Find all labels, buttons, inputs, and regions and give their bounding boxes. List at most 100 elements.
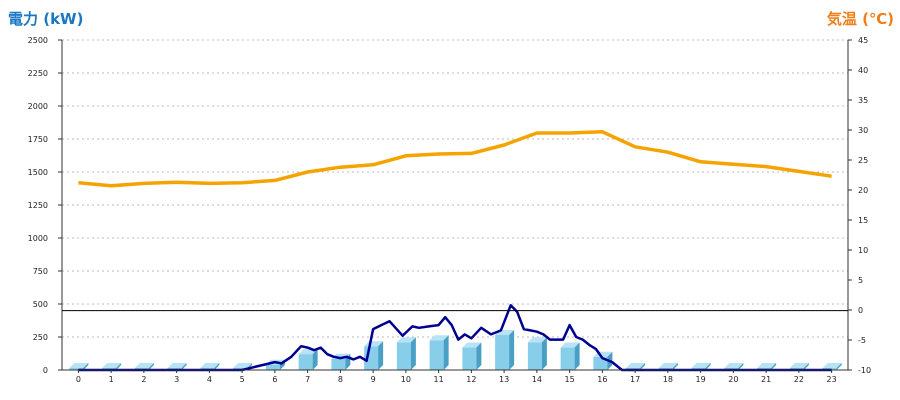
bar-top (691, 363, 711, 369)
bar-side (803, 363, 809, 370)
right-tick-label: 0 (858, 306, 863, 315)
x-tick-label: 6 (272, 375, 277, 384)
power-line (78, 304, 832, 372)
right-tick-label: 25 (858, 156, 868, 165)
left-tick-label: 0 (43, 366, 48, 375)
bar-side (640, 363, 646, 370)
x-tick-label: 8 (338, 375, 343, 384)
x-tick-label: 1 (109, 375, 114, 384)
bars-layer (69, 330, 842, 370)
bar-top (429, 335, 449, 341)
x-tick-label: 2 (141, 375, 146, 384)
bar-side (541, 337, 547, 370)
bar-front (429, 340, 444, 370)
bar (429, 335, 449, 370)
bar-front (495, 335, 510, 370)
bar-front (69, 368, 84, 370)
bar-top (167, 363, 187, 369)
right-tick-label: 15 (858, 216, 868, 225)
x-tick-label: 10 (401, 375, 411, 384)
bar (495, 330, 515, 370)
right-tick-label: -10 (858, 366, 871, 375)
bar-top (822, 363, 842, 369)
left-tick-label: 1000 (28, 234, 48, 243)
bar-front (396, 342, 411, 370)
bar-top (69, 363, 89, 369)
x-tick-label: 17 (630, 375, 640, 384)
x-tick-label: 16 (597, 375, 607, 384)
bar-side (738, 363, 744, 370)
bar-top (462, 342, 482, 348)
left-axis-title: 電力 (kW) (8, 10, 83, 28)
x-tick-label: 12 (466, 375, 476, 384)
bar-front (331, 358, 346, 370)
bar (527, 337, 547, 370)
bar-side (509, 330, 515, 370)
left-tick-label: 750 (33, 267, 48, 276)
right-tick-label: 40 (858, 66, 868, 75)
bar-top (396, 337, 416, 343)
x-tick-label: 20 (728, 375, 738, 384)
bar (560, 342, 580, 370)
x-tick-label: 13 (499, 375, 509, 384)
bar (298, 349, 318, 370)
x-tick-label: 21 (761, 375, 771, 384)
axes-layer: 02505007501000125015001750200022502500-1… (28, 36, 871, 384)
bar-top (658, 363, 678, 369)
bar-top (200, 363, 220, 369)
x-tick-label: 14 (532, 375, 542, 384)
bar-front (527, 342, 542, 370)
left-tick-label: 250 (33, 333, 48, 342)
left-tick-label: 2000 (28, 102, 48, 111)
bar-side (836, 363, 842, 370)
left-tick-label: 500 (33, 300, 48, 309)
x-tick-label: 7 (305, 375, 310, 384)
x-tick-label: 3 (174, 375, 179, 384)
left-tick-label: 1500 (28, 168, 48, 177)
bar-top (757, 363, 777, 369)
right-tick-label: 45 (858, 36, 868, 45)
left-tick-label: 1750 (28, 135, 48, 144)
bar-side (705, 363, 711, 370)
left-tick-label: 2500 (28, 36, 48, 45)
bar-side (83, 363, 89, 370)
bar-top (102, 363, 122, 369)
bar-side (672, 363, 678, 370)
right-tick-label: 30 (858, 126, 868, 135)
temperature-line (78, 130, 832, 188)
bar-top (527, 337, 547, 343)
bar (69, 363, 89, 370)
x-tick-label: 5 (240, 375, 245, 384)
bar-top (789, 363, 809, 369)
temp-line-layer (78, 130, 832, 188)
bar-side (214, 363, 220, 370)
bar-side (181, 363, 187, 370)
bar-side (378, 341, 384, 370)
bar-side (771, 363, 777, 370)
right-axis-title: 気温 (℃) (827, 10, 894, 28)
bar-side (574, 342, 580, 370)
left-tick-label: 1250 (28, 201, 48, 210)
grid-layer (62, 39, 848, 338)
bar-top (134, 363, 154, 369)
bar (396, 337, 416, 370)
x-tick-label: 11 (434, 375, 444, 384)
x-tick-label: 9 (371, 375, 376, 384)
x-tick-label: 19 (696, 375, 706, 384)
x-tick-label: 0 (76, 375, 81, 384)
right-tick-label: 20 (858, 186, 868, 195)
right-tick-label: 5 (858, 276, 863, 285)
power-line-layer (78, 304, 832, 372)
bar-side (148, 363, 154, 370)
x-tick-label: 4 (207, 375, 212, 384)
bar-side (312, 349, 318, 370)
right-tick-label: 10 (858, 246, 868, 255)
bar-top (233, 363, 253, 369)
right-tick-label: 35 (858, 96, 868, 105)
bar-front (560, 347, 575, 370)
left-tick-label: 2250 (28, 69, 48, 78)
bar-front (265, 364, 280, 370)
bar-top (626, 363, 646, 369)
bar-top (724, 363, 744, 369)
